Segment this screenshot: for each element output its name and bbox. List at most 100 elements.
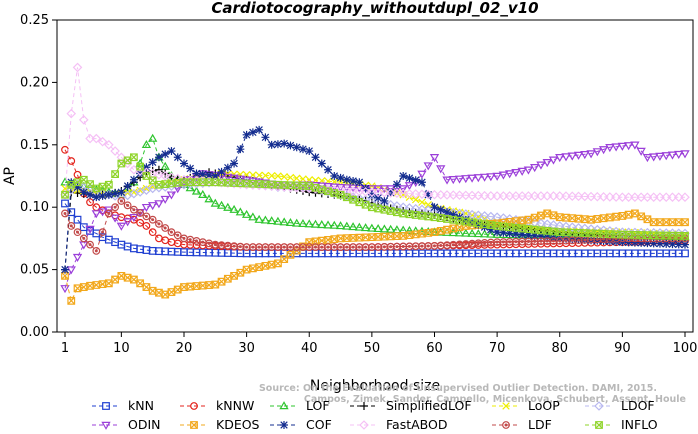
data-point-fastabod bbox=[367, 187, 377, 198]
data-point-ldf-dot bbox=[295, 245, 299, 249]
data-point-loop bbox=[292, 174, 301, 182]
data-point-kdeos bbox=[436, 227, 445, 235]
data-point-loop bbox=[411, 195, 420, 204]
data-point-fastabod bbox=[60, 189, 70, 200]
data-point-lof bbox=[486, 229, 496, 238]
legend-item-loop: LoOP bbox=[492, 398, 560, 413]
data-point-fastabod bbox=[354, 186, 365, 197]
data-point-fastabod bbox=[66, 108, 77, 119]
data-point-ldf-dot bbox=[420, 244, 424, 248]
data-point-ldf-dot bbox=[495, 240, 499, 244]
data-point-ldf-dot bbox=[545, 239, 549, 243]
data-point-fastabod bbox=[673, 192, 684, 203]
data-point-ldf-dot bbox=[389, 245, 393, 249]
data-point-kdeos bbox=[117, 271, 126, 280]
x-tick-label: 70 bbox=[489, 341, 506, 356]
data-point-cof bbox=[374, 193, 383, 202]
data-point-kdeos bbox=[73, 284, 82, 293]
data-point-cof bbox=[180, 159, 188, 168]
data-point-lof bbox=[429, 227, 440, 236]
data-point-ldf-dot bbox=[357, 245, 361, 249]
data-point-fastabod bbox=[680, 192, 690, 203]
data-point-lof bbox=[342, 221, 352, 230]
data-point-odin bbox=[598, 146, 609, 155]
data-point-ldf-dot bbox=[201, 240, 205, 244]
data-point-inflo bbox=[117, 159, 126, 168]
data-point-ldof bbox=[417, 204, 427, 215]
series-layer bbox=[60, 62, 690, 305]
data-point-inflo bbox=[161, 180, 170, 189]
data-point-ldf-dot bbox=[163, 226, 167, 230]
data-point-knnw bbox=[161, 236, 170, 245]
data-point-fastabod bbox=[166, 172, 177, 183]
data-point-ldof bbox=[479, 211, 490, 221]
legend-item-odin: ODIN bbox=[92, 417, 161, 432]
data-point-lof bbox=[260, 215, 271, 224]
data-point-fastabod bbox=[448, 190, 459, 200]
data-point-odin bbox=[486, 173, 496, 182]
data-point-ldf bbox=[73, 228, 82, 237]
x-tick-label: 50 bbox=[364, 341, 381, 356]
data-point-cof bbox=[392, 180, 401, 189]
data-point-fastabod bbox=[655, 192, 665, 203]
data-point-ldf bbox=[98, 228, 107, 237]
data-point-fastabod bbox=[573, 191, 584, 202]
data-point-knn bbox=[681, 249, 689, 258]
data-point-ldf-dot bbox=[76, 230, 80, 234]
data-point-cof bbox=[211, 172, 220, 180]
x-axis-label: Neighborhood size bbox=[310, 378, 440, 394]
data-point-lof bbox=[210, 198, 220, 207]
legend-swatch-marker bbox=[502, 421, 510, 429]
data-point-ldof bbox=[548, 220, 559, 230]
data-point-odin bbox=[542, 159, 552, 168]
data-point-ldf bbox=[142, 212, 151, 221]
data-point-kdeos bbox=[61, 271, 69, 280]
data-point-kdeos bbox=[443, 225, 451, 234]
data-point-kdeos bbox=[537, 211, 545, 220]
legend-swatch-marker bbox=[102, 402, 110, 410]
data-point-knnw bbox=[136, 218, 145, 227]
data-point-inflo bbox=[155, 180, 163, 189]
data-point-loop bbox=[255, 171, 263, 179]
data-point-odin bbox=[630, 141, 640, 150]
data-point-ldf-dot bbox=[226, 244, 230, 248]
x-axis: 1 10 20 30 40 50 60 70 80 90 100 bbox=[61, 332, 697, 356]
data-point-inflo bbox=[73, 178, 82, 187]
data-point-kdeos bbox=[167, 288, 176, 296]
data-point-cof bbox=[662, 239, 671, 248]
data-point-kdeos bbox=[662, 218, 671, 227]
data-point-kdeos bbox=[624, 210, 633, 219]
data-point-fastabod bbox=[554, 191, 565, 201]
data-point-ldf-dot bbox=[564, 239, 568, 243]
data-point-lof bbox=[229, 204, 239, 213]
data-point-kdeos bbox=[424, 229, 433, 237]
data-point-ldf bbox=[173, 231, 182, 240]
data-point-odin bbox=[442, 176, 452, 185]
data-point-cof bbox=[599, 237, 608, 245]
data-point-kdeos bbox=[286, 250, 295, 259]
data-point-cof bbox=[67, 178, 76, 187]
data-point-cof bbox=[543, 233, 552, 242]
data-point-fastabod bbox=[598, 192, 609, 202]
data-point-fastabod bbox=[529, 191, 540, 201]
data-point-lof bbox=[273, 216, 283, 225]
data-point-kdeos bbox=[643, 215, 652, 224]
data-point-ldf-dot bbox=[595, 237, 599, 241]
data-point-lof bbox=[216, 200, 227, 209]
data-point-cof bbox=[605, 237, 614, 246]
x-tick-label: 20 bbox=[176, 341, 193, 356]
data-point-fastabod bbox=[479, 190, 490, 201]
data-point-odin bbox=[398, 185, 408, 194]
data-point-cof bbox=[248, 128, 257, 137]
data-point-kdeos bbox=[330, 235, 339, 244]
legend-label: INFLO bbox=[621, 417, 658, 432]
data-point-ldf-dot bbox=[263, 245, 267, 249]
data-point-fastabod bbox=[442, 190, 452, 200]
data-point-fastabod bbox=[348, 186, 358, 196]
x-tick-label: 90 bbox=[614, 341, 631, 356]
data-point-cof bbox=[261, 133, 270, 142]
data-point-cof bbox=[349, 177, 358, 185]
data-point-fastabod bbox=[373, 187, 383, 198]
data-point-ldf bbox=[61, 209, 69, 218]
